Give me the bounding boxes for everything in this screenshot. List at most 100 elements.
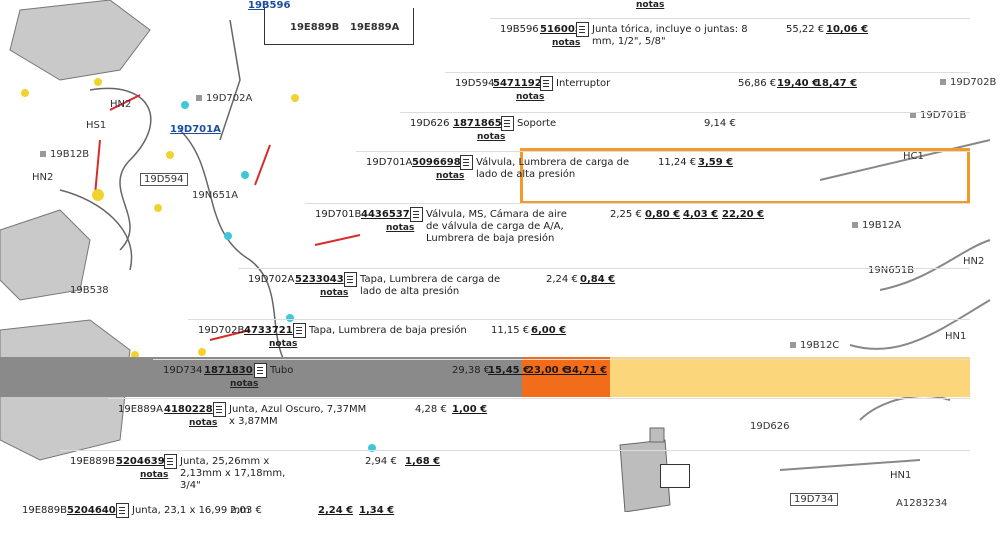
part-description: Interruptor bbox=[556, 78, 611, 89]
document-icon[interactable] bbox=[576, 22, 589, 37]
part-number-link[interactable]: 4733721 bbox=[244, 325, 293, 336]
callout-19b538[interactable]: 19B538 bbox=[70, 285, 109, 296]
price-value[interactable]: 1,00 € bbox=[452, 404, 488, 415]
callout-19b12c[interactable]: 19B12C bbox=[790, 340, 839, 351]
part-row[interactable]: 19D701A 5096698 Válvula, Lumbrera de carga… bbox=[0, 155, 1000, 197]
document-icon[interactable] bbox=[164, 454, 177, 469]
callout-19n651a[interactable]: 19N651A bbox=[192, 190, 239, 201]
reference-number: 19D734 bbox=[163, 365, 203, 376]
price-value[interactable]: 34,71 € bbox=[565, 365, 608, 376]
callout-19d701b[interactable]: 19D701B bbox=[910, 110, 966, 121]
part-description: Junta, 23,1 x 16,99 mm bbox=[132, 505, 250, 516]
part-number-link[interactable]: 5233043 bbox=[295, 274, 344, 285]
price-value: 2,94 € bbox=[365, 456, 397, 467]
callout-a1283234[interactable]: A1283234 bbox=[896, 498, 948, 509]
callout-hn2: HN2 bbox=[963, 256, 985, 267]
part-row[interactable]: 19E889B 5204640 Junta, 23,1 x 16,99 mm 2,03… bbox=[0, 503, 1000, 545]
part-number-link[interactable]: 4436537 bbox=[361, 209, 410, 220]
document-icon[interactable] bbox=[213, 402, 226, 417]
row-divider bbox=[356, 151, 970, 152]
notes-link[interactable]: notas bbox=[320, 288, 349, 298]
callout-19n651b[interactable]: 19N651B bbox=[868, 265, 915, 276]
row-divider bbox=[445, 72, 970, 73]
price-value[interactable]: 1,34 € bbox=[359, 505, 395, 516]
reference-number: 19D702A bbox=[248, 274, 295, 285]
notes-link[interactable]: notas bbox=[269, 339, 298, 349]
document-icon[interactable] bbox=[254, 363, 267, 378]
price-value[interactable]: 2,24 € bbox=[318, 505, 354, 516]
row-divider bbox=[108, 398, 970, 399]
callout-19b12a[interactable]: 19B12A bbox=[852, 220, 901, 231]
callout-19d702a[interactable]: 19D702A bbox=[196, 93, 252, 104]
price-value[interactable]: 10,06 € bbox=[826, 24, 869, 35]
price-value[interactable]: 15,45 € bbox=[488, 365, 531, 376]
callout-19b596[interactable]: 19B596 bbox=[248, 0, 291, 11]
reference-number: 19D701B bbox=[315, 209, 362, 220]
price-value: 56,86 € bbox=[738, 78, 777, 89]
price-value[interactable]: 1,68 € bbox=[405, 456, 441, 467]
part-number-link[interactable]: 4180228 bbox=[164, 404, 213, 415]
notes-link[interactable]: notas bbox=[552, 38, 581, 48]
price-value[interactable]: 19,40 € bbox=[777, 78, 820, 89]
row-divider bbox=[490, 18, 970, 19]
part-number-link[interactable]: 5160050 bbox=[540, 24, 589, 35]
price-value[interactable]: 23,00 € bbox=[527, 365, 570, 376]
notes-link[interactable]: notas bbox=[516, 92, 545, 102]
notes-link[interactable]: notas bbox=[140, 470, 169, 480]
notes-link[interactable]: notas bbox=[386, 223, 415, 233]
part-number-link[interactable]: 1871865 bbox=[453, 118, 502, 129]
document-icon[interactable] bbox=[460, 155, 473, 170]
price-value[interactable]: 3,59 € bbox=[698, 157, 734, 168]
price-value[interactable]: 22,20 € bbox=[722, 209, 765, 220]
price-value[interactable]: 6,00 € bbox=[531, 325, 567, 336]
part-number-link[interactable]: 5204640 bbox=[67, 505, 116, 516]
part-row[interactable]: 19D702B 4733721 Tapa, Lumbrera de baja pre… bbox=[0, 323, 1000, 365]
callout-19d594[interactable]: 19D594 bbox=[140, 173, 188, 186]
part-number-link[interactable]: 5204639 bbox=[116, 456, 165, 467]
price-value: 2,25 € bbox=[610, 209, 642, 220]
accumulator-illustration bbox=[619, 427, 671, 512]
price-value[interactable]: 0,80 € bbox=[645, 209, 681, 220]
part-number-link[interactable]: 1871830 bbox=[204, 365, 253, 376]
notes-link[interactable]: notas bbox=[436, 171, 465, 181]
document-icon[interactable] bbox=[501, 116, 514, 131]
reference-number: 19E889A bbox=[118, 404, 163, 415]
part-row[interactable]: 19D626 1871865 Soporte 9,14 € notas bbox=[0, 116, 1000, 158]
hover-highlight-box bbox=[520, 148, 970, 204]
reference-number: 19B596 bbox=[500, 24, 539, 35]
notes-link[interactable]: notas bbox=[477, 132, 506, 142]
part-row[interactable]: 19E889A 4180228 Junta, Azul Oscuro, 7,37MM… bbox=[0, 402, 1000, 444]
document-icon[interactable] bbox=[116, 503, 129, 518]
document-icon[interactable] bbox=[410, 207, 423, 222]
document-icon[interactable] bbox=[293, 323, 306, 338]
price-value: 9,14 € bbox=[704, 118, 736, 129]
callout-19d626[interactable]: 19D626 bbox=[750, 421, 790, 432]
notes-link[interactable]: notas bbox=[636, 0, 665, 10]
document-icon[interactable] bbox=[540, 76, 553, 91]
price-value: 29,38 € bbox=[452, 365, 491, 376]
row-divider bbox=[305, 203, 970, 204]
notes-link[interactable]: notas bbox=[189, 418, 218, 428]
part-row[interactable]: 19B596 5160050 Junta tórica, incluye o jun… bbox=[0, 22, 1000, 64]
part-row[interactable]: 19E889B 5204639 Junta, 25,26mm x 2,13mm x … bbox=[0, 454, 1000, 496]
part-number-link[interactable]: 5471192 bbox=[493, 78, 542, 89]
callout-hn1: HN1 bbox=[945, 331, 967, 342]
price-value[interactable]: 18,47 € bbox=[815, 78, 858, 89]
part-row[interactable]: 19D594 5471192 Interruptor 56,86 €19,40 €18… bbox=[0, 76, 1000, 118]
part-row[interactable]: 19D701B 4436537 Válvula, MS, Cámara de air… bbox=[0, 207, 1000, 249]
notes-link[interactable]: notas bbox=[230, 379, 259, 389]
callout-19d702b[interactable]: 19D702B bbox=[940, 77, 996, 88]
part-row[interactable]: 19D702A 5233043 Tapa, Lumbrera de carga de… bbox=[0, 272, 1000, 314]
callout-19e889a[interactable]: 19E889A bbox=[350, 22, 400, 33]
part-number-link[interactable]: 5096698 bbox=[412, 157, 461, 168]
selected-row-diagram-overlay bbox=[610, 357, 970, 397]
callout-19d734[interactable]: 19D734 bbox=[790, 493, 838, 506]
document-icon[interactable] bbox=[344, 272, 357, 287]
price-value[interactable]: 0,84 € bbox=[580, 274, 616, 285]
part-description: Junta, 25,26mm x 2,13mm x 17,18mm, 3/4" bbox=[180, 456, 286, 491]
callout-19d701a[interactable]: 19D701A bbox=[170, 124, 221, 135]
callout-19b12b[interactable]: 19B12B bbox=[40, 149, 89, 160]
part-row[interactable]: 19D734 1871830 Tubo 29,38 €15,45 €23,00 €34… bbox=[0, 363, 1000, 405]
price-value[interactable]: 4,03 € bbox=[683, 209, 719, 220]
callout-19e889b[interactable]: 19E889B bbox=[290, 22, 340, 33]
